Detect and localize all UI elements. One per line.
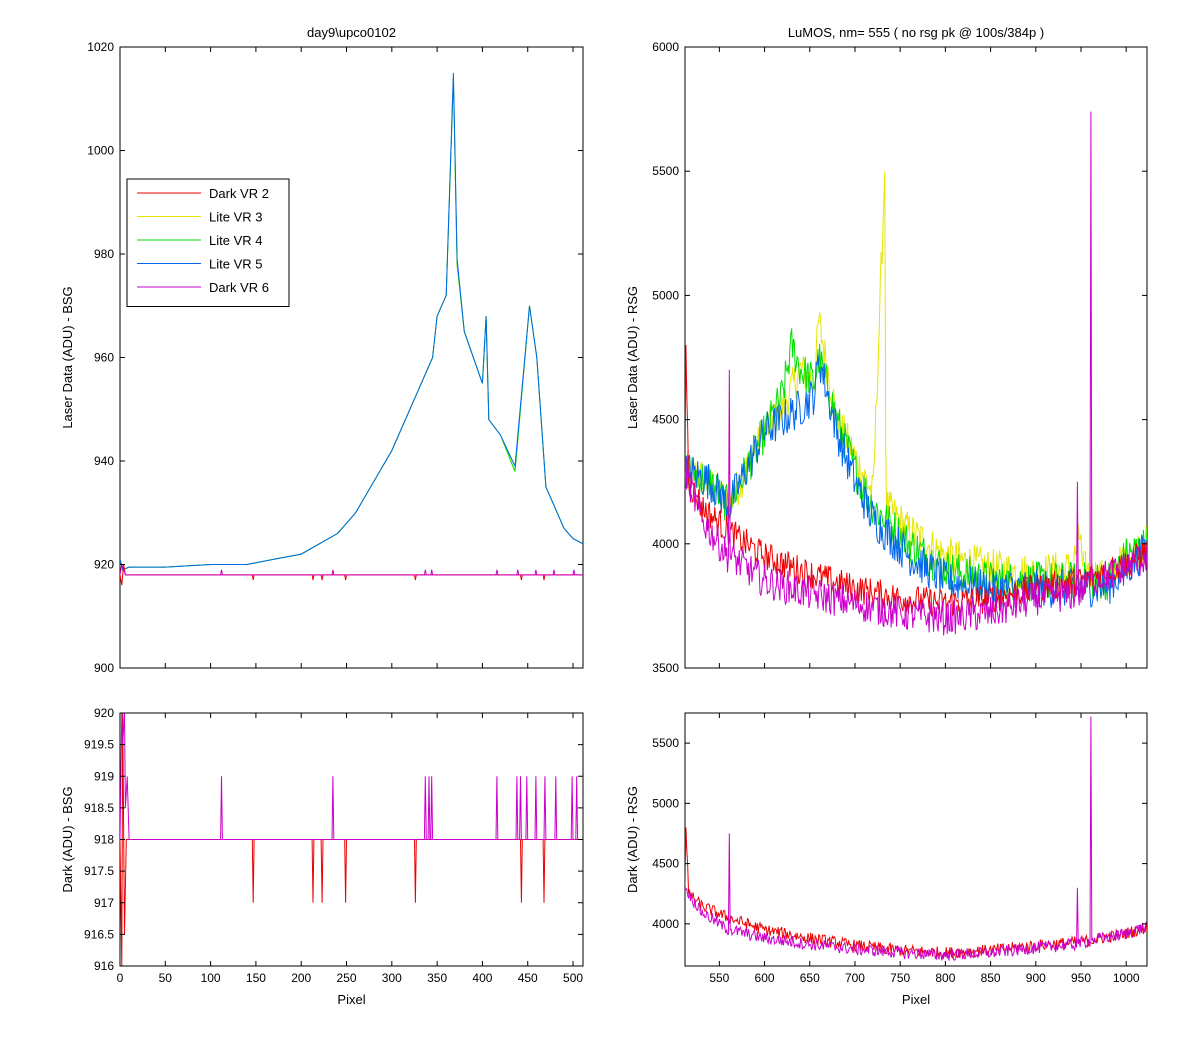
series-group [685,716,1147,961]
y-tick-label: 960 [94,351,114,365]
y-tick-label: 6000 [652,40,679,54]
y-axis-label: Laser Data (ADU) - BSG [60,286,75,428]
y-tick-label: 1020 [87,40,114,54]
y-tick-label: 4000 [652,537,679,551]
x-tick-label: 800 [935,971,955,985]
y-tick-label: 5000 [652,288,679,302]
y-tick-label: 980 [94,247,114,261]
series-line-dark-vr-6 [685,716,1147,961]
x-tick-label: 700 [845,971,865,985]
x-tick-label: 150 [246,971,266,985]
x-tick-label: 200 [291,971,311,985]
series-group [685,111,1147,636]
x-tick-label: 900 [1026,971,1046,985]
y-tick-label: 5500 [652,164,679,178]
plot-area [119,46,584,669]
series-line-lite-vr-5 [120,72,583,571]
x-tick-label: 1000 [1113,971,1140,985]
x-tick-label: 100 [201,971,221,985]
series-group [120,713,583,966]
series-line-dark-vr-2 [685,345,1147,617]
y-tick-label: 5000 [652,796,679,810]
chart-tl: 900 920 940 960 980 1000 1020 day9\upco0102 Lase… [60,25,584,675]
x-tick-label: 0 [117,971,124,985]
y-tick-label: 4000 [652,917,679,931]
y-tick-label: 900 [94,661,114,675]
series-group [120,72,583,586]
x-tick-label: 750 [890,971,910,985]
series-line-lite-vr-5 [685,354,1147,609]
y-tick-label: 917 [94,896,114,910]
x-tick-label: 600 [755,971,775,985]
x-tick-label: 850 [981,971,1001,985]
legend-label: Dark VR 6 [209,280,269,295]
x-tick-label: 550 [709,971,729,985]
y-tick-label: 3500 [652,661,679,675]
x-tick-label: 50 [159,971,173,985]
series-line-dark-vr-6 [685,111,1147,636]
y-tick-label: 918 [94,833,114,847]
y-tick-label: 920 [94,558,114,572]
chart-title: LuMOS, nm= 555 ( no rsg pk @ 100s/384p ) [788,25,1044,40]
legend-label: Lite VR 4 [209,233,262,248]
x-axis-label: Pixel [337,992,365,1007]
x-tick-label: 650 [800,971,820,985]
series-line-dark-vr-6 [120,713,583,840]
y-axis-label: Dark (ADU) - RSG [625,786,640,893]
chart-br: 550 600 650 700 750 800 850 900 950 1000 4000 4500 5… [625,712,1148,1007]
y-tick-label: 919.5 [84,738,114,752]
y-tick-label: 1000 [87,144,114,158]
legend-box [126,178,290,307]
legend-label: Lite VR 3 [209,210,262,225]
y-tick-label: 919 [94,769,114,783]
x-tick-label: 400 [472,971,492,985]
chart-tr: 3500 4000 4500 5000 5500 6000 LuMOS, nm= 555 (… [625,25,1148,675]
y-tick-label: 940 [94,454,114,468]
y-tick-label: 920 [94,706,114,720]
x-tick-label: 950 [1071,971,1091,985]
y-tick-label: 4500 [652,413,679,427]
series-line-dark-vr-6 [120,564,583,576]
x-tick-label: 350 [427,971,447,985]
legend-label: Lite VR 5 [209,257,262,272]
y-tick-label: 916 [94,959,114,973]
y-tick-label: 916.5 [84,927,114,941]
x-tick-label: 450 [518,971,538,985]
legend-label: Dark VR 2 [209,186,269,201]
chart-title: day9\upco0102 [307,25,396,40]
series-line-dark-vr-2 [120,713,583,966]
y-axis-label: Dark (ADU) - BSG [60,786,75,892]
x-tick-label: 500 [563,971,583,985]
x-tick-label: 300 [382,971,402,985]
y-tick-label: 918.5 [84,801,114,815]
x-axis-label: Pixel [902,992,930,1007]
y-axis-label: Laser Data (ADU) - RSG [625,286,640,429]
chart-bl: 0 50 100 150 200 250 300 350 400 450 500 916 916.5 91… [60,706,584,1007]
y-tick-label: 917.5 [84,864,114,878]
y-tick-label: 5500 [652,736,679,750]
y-tick-label: 4500 [652,857,679,871]
legend: Dark VR 2 Lite VR 3 Lite VR 4 Lite VR 5 Dark… [126,178,290,307]
x-tick-label: 250 [337,971,357,985]
